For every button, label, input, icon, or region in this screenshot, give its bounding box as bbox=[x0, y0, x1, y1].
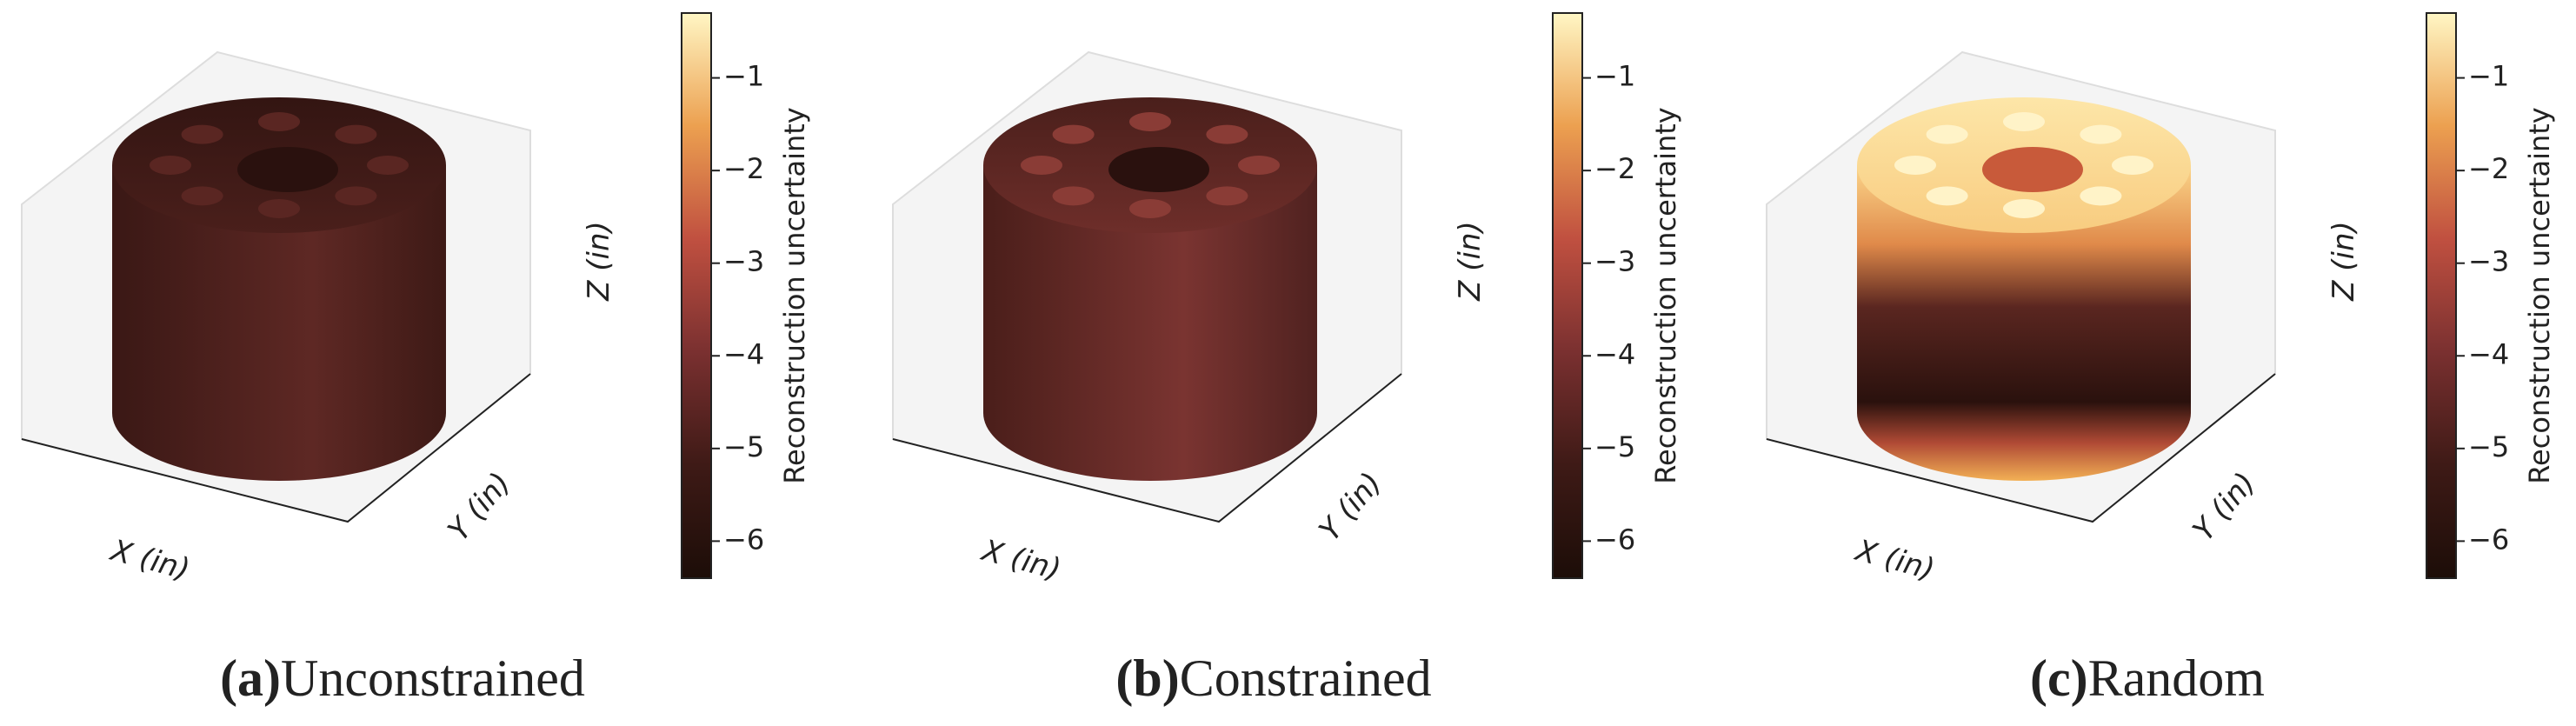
caption-label: (b) bbox=[1115, 649, 1179, 707]
colorbar bbox=[1552, 12, 1583, 579]
bolt-hole bbox=[335, 186, 377, 206]
bolt-hole bbox=[1238, 156, 1280, 175]
colorbar-tick-label: −2 bbox=[2468, 152, 2509, 185]
y-axis-label: Y (in) bbox=[1313, 466, 1389, 548]
bolt-hole bbox=[1129, 112, 1171, 131]
bolt-hole bbox=[1206, 186, 1248, 206]
colorbar-tick-label: −2 bbox=[1594, 152, 1635, 185]
colorbar-tick-label: −6 bbox=[2468, 523, 2509, 556]
colorbar-tick-label: −4 bbox=[2468, 337, 2509, 370]
bolt-hole bbox=[258, 199, 300, 218]
bolt-hole bbox=[367, 156, 409, 175]
caption-text: Constrained bbox=[1180, 649, 1432, 707]
z-axis-label: Z (in) bbox=[582, 221, 616, 302]
colorbar-tick-label: −6 bbox=[723, 523, 764, 556]
x-axis-label: X (in) bbox=[105, 533, 193, 588]
z-axis-label: Z (in) bbox=[1453, 221, 1488, 302]
colorbar-tick-label: −1 bbox=[2468, 60, 2509, 93]
cylinder-body bbox=[983, 165, 1317, 481]
y-axis-label: Y (in) bbox=[442, 466, 518, 548]
colorbar-tick-label: −4 bbox=[1594, 337, 1635, 370]
colorbar-tick-label: −3 bbox=[723, 245, 764, 278]
bolt-hole bbox=[2080, 186, 2122, 206]
colorbar-tick-label: −3 bbox=[1594, 245, 1635, 278]
colorbar-tick-label: −1 bbox=[723, 60, 764, 93]
panel: X (in) Y (in) Z (in) −1 −2 −3 −4 −5 −6 Reconstruc… bbox=[892, 12, 1682, 707]
z-axis-label: Z (in) bbox=[2326, 221, 2361, 302]
caption: (b)Constrained bbox=[1115, 649, 1431, 707]
cylinder-body bbox=[1857, 165, 2191, 481]
colorbar-tick-label: −6 bbox=[1594, 523, 1635, 556]
bolt-hole bbox=[2003, 112, 2045, 131]
center-hole bbox=[1108, 147, 1209, 192]
colorbar-tick-label: −3 bbox=[2468, 245, 2509, 278]
bolt-hole bbox=[1894, 156, 1936, 175]
colorbar-tick-label: −5 bbox=[723, 430, 764, 463]
cylinder-body bbox=[112, 165, 446, 481]
center-hole bbox=[1982, 147, 2083, 192]
box-edge bbox=[1766, 373, 2276, 523]
caption-text: Random bbox=[2088, 649, 2265, 707]
colorbar-tick-label: −4 bbox=[723, 337, 764, 370]
colorbar bbox=[681, 12, 712, 579]
x-axis-label: X (in) bbox=[976, 533, 1064, 588]
colorbar-label: Reconstruction uncertainty bbox=[1649, 107, 1682, 483]
bolt-hole bbox=[258, 112, 300, 131]
center-hole bbox=[237, 147, 338, 192]
bolt-hole bbox=[181, 186, 223, 206]
colorbar-tick-label: −2 bbox=[723, 152, 764, 185]
colorbar-tick-label: −1 bbox=[1594, 60, 1635, 93]
caption: (a)Unconstrained bbox=[220, 649, 585, 707]
caption: (c)Random bbox=[2030, 649, 2265, 707]
caption-text: Unconstrained bbox=[281, 649, 585, 707]
bolt-hole bbox=[1926, 124, 1968, 144]
box-edge bbox=[21, 373, 531, 523]
bolt-hole bbox=[181, 124, 223, 144]
x-axis-label: X (in) bbox=[1850, 533, 1938, 588]
panel: X (in) Y (in) Z (in) −1 −2 −3 −4 −5 −6 Reconstruc… bbox=[1766, 12, 2556, 707]
bolt-hole bbox=[335, 124, 377, 144]
bolt-hole bbox=[1129, 199, 1171, 218]
colorbar-label: Reconstruction uncertainty bbox=[778, 107, 811, 483]
bolt-hole bbox=[150, 156, 191, 175]
colorbar-label: Reconstruction uncertainty bbox=[2523, 107, 2556, 483]
y-axis-label: Y (in) bbox=[2187, 466, 2263, 548]
bolt-hole bbox=[2112, 156, 2153, 175]
bolt-hole bbox=[1926, 186, 1968, 206]
panel: X (in) Y (in) Z (in) −1 −2 −3 −4 −5 −6 Reconstruc… bbox=[21, 12, 811, 707]
bolt-hole bbox=[2080, 124, 2122, 144]
bolt-hole bbox=[1052, 124, 1095, 144]
caption-label: (a) bbox=[220, 649, 281, 707]
colorbar bbox=[2426, 12, 2457, 579]
colorbar-tick-label: −5 bbox=[1594, 430, 1635, 463]
bolt-hole bbox=[1206, 124, 1248, 144]
bolt-hole bbox=[1021, 156, 1062, 175]
bolt-hole bbox=[2003, 199, 2045, 218]
bolt-hole bbox=[1052, 186, 1095, 206]
colorbar-tick-label: −5 bbox=[2468, 430, 2509, 463]
box-edge bbox=[892, 373, 1402, 523]
caption-label: (c) bbox=[2030, 649, 2088, 707]
